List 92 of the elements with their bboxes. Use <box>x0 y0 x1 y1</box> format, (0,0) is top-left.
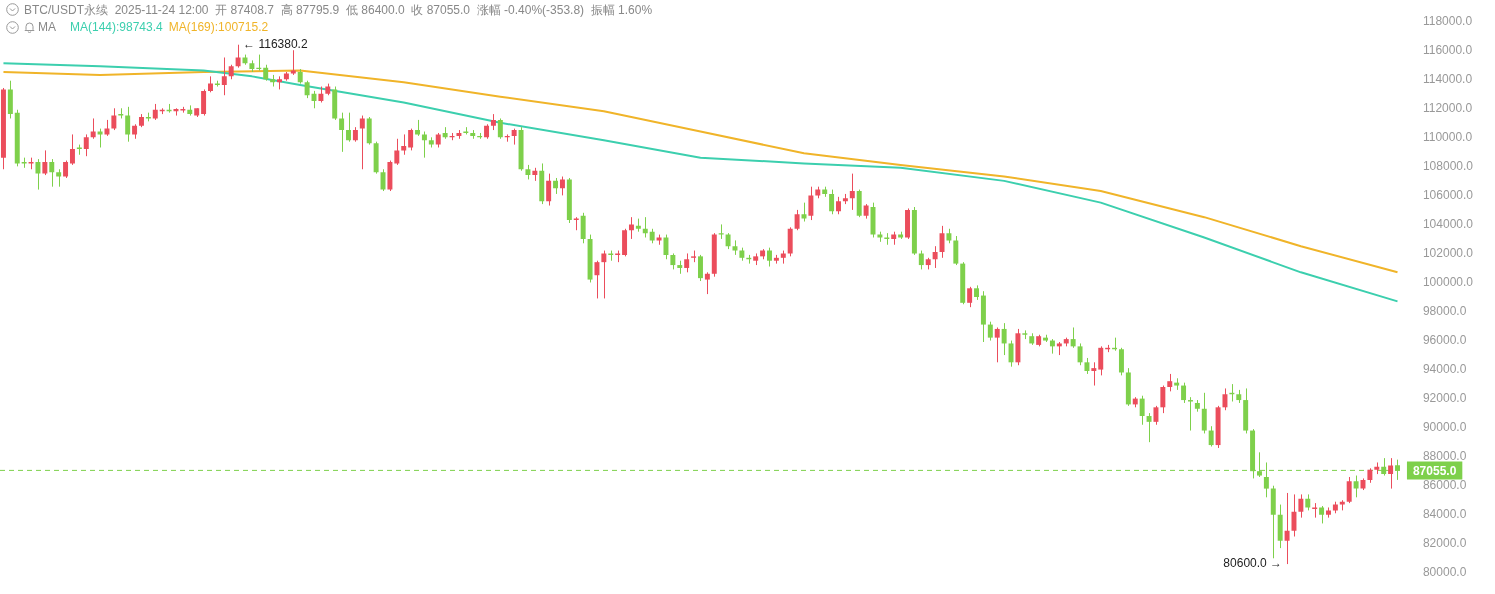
candlestick <box>994 326 1000 363</box>
candlestick <box>939 225 945 259</box>
candlestick <box>201 88 207 117</box>
y-tick-label: 84000.0 <box>1422 507 1467 522</box>
candlestick <box>111 107 117 131</box>
candlestick <box>953 235 959 266</box>
candlestick <box>394 138 400 166</box>
candlestick <box>221 56 227 96</box>
candlestick <box>235 44 241 69</box>
y-tick-label: 108000.0 <box>1422 158 1474 173</box>
candlestick <box>339 112 345 153</box>
annotation: ← 116380.2 <box>243 37 308 52</box>
y-tick-label: 94000.0 <box>1422 361 1467 376</box>
candlestick <box>808 186 814 221</box>
candlestick <box>559 176 565 196</box>
candlestick <box>546 173 552 207</box>
candlestick <box>401 133 407 156</box>
candlestick <box>642 216 648 238</box>
candlestick <box>767 247 772 268</box>
candlestick <box>829 189 835 215</box>
candlestick <box>346 112 351 143</box>
candlestick <box>601 250 607 299</box>
candlestick <box>580 212 586 244</box>
candlestick <box>704 271 710 295</box>
y-tick-label: 102000.0 <box>1422 245 1474 260</box>
candlestick <box>1146 412 1152 443</box>
candlestick <box>69 133 75 166</box>
text: MA(169):100715.2 <box>168 20 269 34</box>
candlestick <box>1139 395 1145 426</box>
candlestick <box>497 117 503 140</box>
y-tick-label: 82000.0 <box>1422 536 1467 551</box>
legend-title: MA <box>38 20 56 34</box>
candlestick <box>918 250 924 270</box>
candlestick <box>1160 385 1166 414</box>
y-tick-label: 112000.0 <box>1422 100 1473 115</box>
candlestick <box>1091 361 1097 387</box>
y-tick-label: 110000.0 <box>1422 129 1473 144</box>
candlestick <box>1008 340 1014 368</box>
annotation: 80600.0 → <box>1223 556 1283 571</box>
candlestick <box>125 106 131 143</box>
candlestick <box>1118 347 1124 376</box>
candlestick <box>801 202 807 223</box>
candlestick <box>1001 322 1007 356</box>
candlestick <box>1388 457 1394 490</box>
candlestick <box>83 133 89 157</box>
candlestick <box>1181 382 1187 404</box>
y-tick-label: 80000.0 <box>1422 565 1467 580</box>
candlestick <box>1291 493 1297 538</box>
ref-line-label: 87055.0 <box>1412 463 1457 478</box>
candlestick <box>1070 326 1076 349</box>
text: MA(144):98743.4 <box>70 20 163 34</box>
candlestick <box>987 321 993 342</box>
candlestick <box>35 158 41 191</box>
candlestick <box>967 286 973 308</box>
candlestick <box>794 209 800 231</box>
candlestick <box>663 234 669 260</box>
y-tick-label: 106000.0 <box>1422 187 1474 202</box>
candlestick <box>932 245 938 269</box>
candlestick <box>359 115 365 170</box>
y-tick-label: 88000.0 <box>1422 448 1467 463</box>
candlestick <box>1187 396 1193 432</box>
candlestick <box>408 128 414 151</box>
candlestick <box>628 216 634 240</box>
candlestick <box>42 149 48 176</box>
candlestick <box>1353 475 1359 498</box>
y-tick-label: 92000.0 <box>1422 390 1467 405</box>
candlestick <box>1077 342 1083 366</box>
candlestick <box>697 254 703 282</box>
y-tick-label: 100000.0 <box>1422 274 1474 289</box>
y-tick-label: 98000.0 <box>1422 303 1467 318</box>
candlestick <box>380 168 386 192</box>
candlestick <box>1153 405 1159 426</box>
y-tick-label: 86000.0 <box>1422 478 1467 493</box>
y-tick-label: 90000.0 <box>1422 419 1467 434</box>
chart-title: BTC/USDT永续 2025-11-24 12:00 开 87408.7 高 87795.9 低 86400.0 收 87055.0 涨幅 -0.40%(-353.8) 振幅 1.60% <box>24 3 653 17</box>
candlestick <box>1208 425 1214 448</box>
candlestick <box>1222 387 1228 411</box>
y-tick-label: 118000.0 <box>1422 13 1473 28</box>
candlestick <box>594 260 600 299</box>
candlestick <box>49 158 55 188</box>
candlestick <box>1346 476 1352 504</box>
candlestick <box>684 252 690 273</box>
candlestick <box>421 131 427 159</box>
candlestick <box>1201 392 1207 434</box>
candlestick <box>849 173 855 211</box>
y-tick-label: 96000.0 <box>1422 332 1467 347</box>
candlestick <box>1298 493 1304 519</box>
y-tick-label: 104000.0 <box>1422 216 1474 231</box>
y-tick-label: 116000.0 <box>1422 42 1473 57</box>
y-tick-label: 114000.0 <box>1422 71 1473 86</box>
candlestick <box>1284 492 1290 565</box>
candlestick <box>1098 345 1104 376</box>
